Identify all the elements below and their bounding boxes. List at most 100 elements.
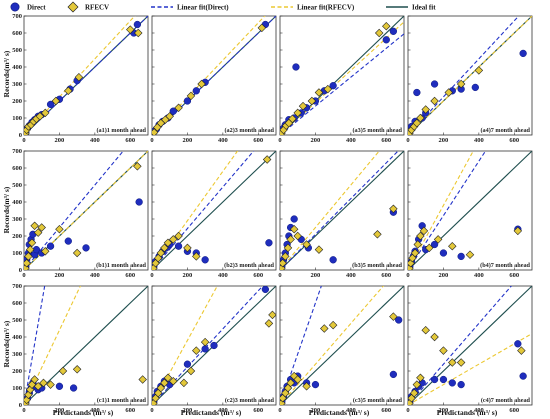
x-tick-label: 400 bbox=[90, 407, 100, 414]
rfecv-point bbox=[433, 235, 443, 244]
panel-frame bbox=[151, 285, 277, 406]
ideal-fit-line bbox=[280, 16, 404, 135]
y-tick-label: 300 bbox=[12, 351, 22, 358]
x-tick-label: 200 bbox=[55, 272, 65, 279]
y-tick-label: 500 bbox=[12, 47, 22, 54]
rfecv-point bbox=[192, 252, 201, 261]
rfecv-point bbox=[314, 88, 324, 97]
direct-point bbox=[201, 256, 209, 264]
rfecv-point bbox=[298, 101, 308, 111]
y-tick-label: 600 bbox=[12, 30, 22, 37]
linear-fit-rfecv-line bbox=[408, 16, 532, 135]
panel-plot-area bbox=[24, 151, 148, 270]
ylabel-row-b: Records(m³/ s) bbox=[2, 186, 11, 233]
panel-label: (b1)1 month ahead bbox=[96, 262, 146, 269]
panel-a2: 0 200 400 600 (a2)3 month ahead bbox=[150, 15, 277, 144]
panel-frame bbox=[407, 285, 533, 406]
panel-label: (a1)1 month ahead bbox=[96, 127, 146, 134]
rfecv-point bbox=[156, 383, 166, 393]
rfecv-point bbox=[165, 112, 174, 121]
rfecv-point bbox=[25, 245, 35, 254]
x-tick-label: 600 bbox=[253, 407, 263, 414]
y-tick-label: 200 bbox=[12, 233, 22, 240]
direct-point bbox=[439, 249, 448, 257]
rfecv-point bbox=[33, 382, 43, 391]
panel-plot-area bbox=[24, 16, 148, 135]
x-tick-label: 200 bbox=[55, 137, 65, 144]
linear-fit-direct-line bbox=[152, 286, 264, 405]
direct-point bbox=[82, 244, 90, 252]
rfecv-point bbox=[409, 388, 419, 398]
legend-label-rfecv: RFECV bbox=[85, 4, 109, 12]
direct-point bbox=[430, 80, 439, 88]
rfecv-point bbox=[456, 358, 466, 367]
direct-point bbox=[329, 82, 337, 90]
rfecv-point bbox=[374, 28, 384, 38]
linear-fit-rfecv-line bbox=[24, 16, 136, 135]
panel-label: (b3)5 month ahead bbox=[352, 262, 402, 269]
rfecv-point bbox=[430, 96, 439, 106]
direct-point bbox=[174, 242, 183, 250]
panel-a4: 0 200 400 600 (a4)7 month ahead bbox=[406, 15, 533, 144]
x-tick-label: 600 bbox=[509, 407, 519, 414]
x-tick-label: 600 bbox=[253, 272, 263, 279]
y-tick-label: 400 bbox=[12, 334, 22, 341]
xlabel-col-2: Predictands (m³/ s) bbox=[181, 408, 242, 417]
linear-fit-rfecv-line bbox=[24, 286, 81, 405]
panel-frame bbox=[23, 150, 149, 271]
rfecv-point bbox=[163, 373, 173, 383]
y-tick-label: 500 bbox=[12, 182, 22, 189]
direct-point bbox=[183, 360, 192, 368]
rfecv-point bbox=[35, 112, 45, 121]
rfecv-point bbox=[293, 375, 302, 384]
x-tick-label: 0 bbox=[278, 137, 281, 144]
rfecv-point bbox=[39, 378, 48, 388]
y-tick-label: 0 bbox=[19, 132, 22, 139]
ideal-fit-line bbox=[280, 151, 404, 270]
x-tick-label: 600 bbox=[381, 137, 391, 144]
rfecv-point bbox=[25, 385, 35, 394]
rfecv-point bbox=[41, 108, 50, 118]
rfecv-point bbox=[152, 128, 159, 135]
rfecv-point bbox=[27, 238, 37, 248]
direct-point bbox=[519, 372, 527, 380]
ideal-fit-line bbox=[408, 286, 532, 405]
x-tick-label: 200 bbox=[183, 407, 193, 414]
rfecv-point bbox=[163, 238, 173, 248]
direct-point bbox=[133, 20, 142, 29]
rfecv-point bbox=[465, 250, 475, 259]
panel-frame bbox=[23, 285, 149, 406]
x-tick-label: 200 bbox=[183, 272, 193, 279]
panel-plot-area bbox=[280, 286, 404, 405]
direct-point bbox=[413, 88, 421, 97]
rfecv-point bbox=[373, 230, 382, 239]
rfecv-point bbox=[286, 378, 295, 388]
ylabel-row-c: Records(m³/ s) bbox=[2, 320, 11, 367]
ylabel-row-a: Records(m³/ s) bbox=[2, 50, 11, 97]
x-tick-label: 400 bbox=[474, 137, 484, 144]
rfecv-point bbox=[46, 380, 55, 389]
x-tick-label: 600 bbox=[125, 407, 135, 414]
x-tick-label: 400 bbox=[346, 272, 356, 279]
direct-point bbox=[46, 242, 55, 250]
rfecv-point bbox=[444, 88, 453, 97]
direct-point bbox=[430, 375, 439, 384]
panel-frame bbox=[407, 150, 533, 271]
xlabel-col-4: Predictands (m³/ s) bbox=[437, 408, 498, 417]
rfecv-point bbox=[264, 319, 274, 328]
rfecv-point bbox=[293, 231, 302, 241]
x-tick-label: 400 bbox=[346, 407, 356, 414]
x-tick-label: 400 bbox=[346, 137, 356, 144]
y-tick-label: 0 bbox=[19, 267, 22, 274]
panel-plot-area bbox=[280, 16, 404, 135]
panel-frame bbox=[23, 15, 149, 136]
rfecv-point bbox=[64, 86, 73, 96]
legend-label-direct: Direct bbox=[27, 4, 46, 12]
rfecv-point bbox=[41, 247, 50, 256]
direct-point bbox=[311, 380, 320, 389]
direct-point bbox=[514, 340, 522, 348]
panel-frame bbox=[151, 15, 277, 136]
x-tick-label: 200 bbox=[311, 137, 321, 144]
direct-point bbox=[519, 49, 527, 58]
panel-plot-area bbox=[408, 16, 532, 135]
